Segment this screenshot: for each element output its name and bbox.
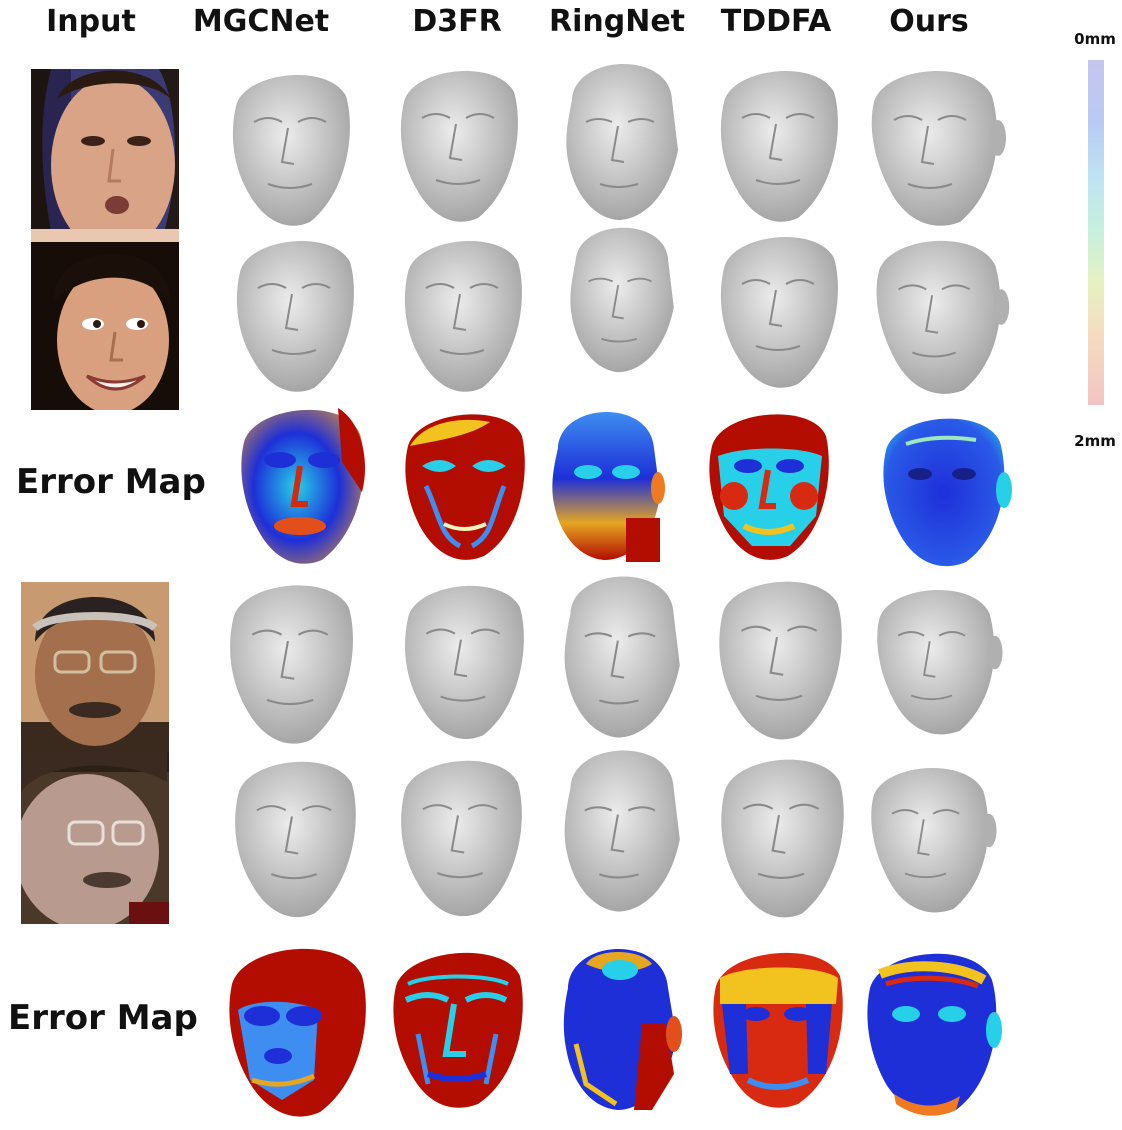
column-header-ours: Ours — [889, 4, 969, 39]
face-mesh-mgcnet-2b — [235, 761, 356, 918]
face-mesh-ours-2a — [877, 590, 1003, 735]
column-header-ringnet: RingNet — [548, 4, 686, 39]
face-mesh-tddfa-2b — [721, 759, 844, 918]
row-label-error-map-2: Error Map — [8, 998, 198, 1038]
input-photo-subject2-b — [21, 752, 169, 924]
error-map-ringnet-2 — [563, 948, 682, 1110]
face-mesh-ringnet-1a — [566, 63, 678, 220]
face-mesh-d3fr-1a — [400, 70, 518, 222]
error-map-ringnet-1 — [552, 411, 665, 562]
face-mesh-ours-1b — [876, 240, 1010, 394]
error-map-tddfa-1 — [709, 414, 829, 560]
input-photo-subject2-b-image — [21, 752, 169, 924]
error-map-ours-2 — [867, 953, 1002, 1116]
face-mesh-ours-2b — [871, 768, 997, 913]
column-header-d3fr: D3FR — [412, 4, 502, 39]
error-map-mgcnet-1 — [241, 408, 365, 564]
face-mesh-ringnet-2a — [564, 576, 680, 738]
face-mesh-tddfa-1a — [720, 70, 838, 222]
input-photo-subject1-a-image — [31, 69, 179, 242]
face-mesh-ringnet-2b — [564, 750, 680, 912]
face-mesh-tddfa-1b — [720, 236, 838, 388]
input-photo-subject1-b-image — [31, 242, 179, 410]
input-photo-subject1-b — [31, 242, 179, 410]
error-map-d3fr-2 — [393, 952, 523, 1108]
row-label-error-map-1: Error Map — [16, 462, 206, 502]
face-mesh-mgcnet-1a — [232, 74, 350, 226]
face-mesh-mgcnet-2a — [230, 585, 353, 744]
column-header-mgcnet: MGCNet — [192, 4, 330, 39]
face-mesh-tddfa-2a — [719, 581, 842, 740]
column-header-input: Input — [46, 4, 136, 39]
face-mesh-d3fr-2a — [405, 585, 524, 739]
face-mesh-d3fr-1b — [404, 240, 522, 392]
colorbar-max-label: 2mm — [1074, 432, 1116, 450]
face-mesh-d3fr-2b — [401, 760, 522, 917]
input-photo-subject2-a — [21, 582, 169, 752]
input-photo-subject1-a — [31, 69, 179, 242]
error-colorbar — [1088, 60, 1104, 405]
error-map-d3fr-1 — [405, 414, 525, 560]
colorbar-min-label: 0mm — [1074, 30, 1116, 48]
input-photo-subject2-a-image — [21, 582, 169, 752]
face-mesh-ringnet-1b — [570, 227, 674, 373]
face-mesh-ours-1a — [871, 71, 1006, 226]
column-header-tddfa: TDDFA — [720, 4, 832, 39]
error-map-mgcnet-2 — [229, 948, 366, 1117]
error-map-ours-1 — [883, 418, 1012, 567]
face-mesh-mgcnet-1b — [236, 240, 354, 392]
error-map-tddfa-2 — [713, 952, 843, 1108]
